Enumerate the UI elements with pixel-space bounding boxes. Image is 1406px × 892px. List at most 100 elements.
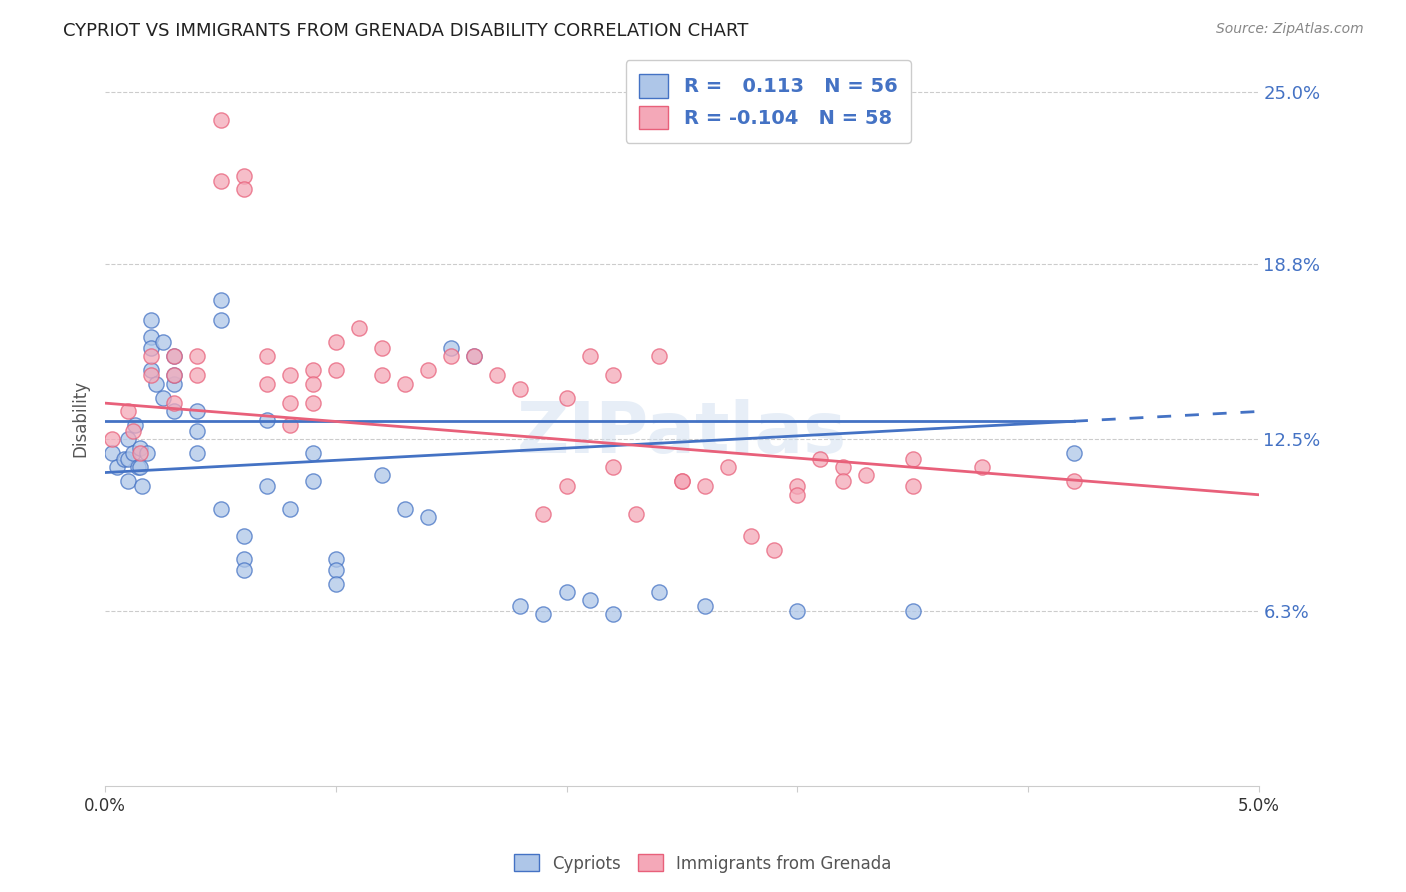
Point: [163, 376, 186, 391]
Text: ZIPatlas: ZIPatlas: [517, 399, 846, 467]
Point: [693, 479, 716, 493]
Point: [186, 368, 208, 383]
Point: [163, 368, 186, 383]
Point: [648, 349, 671, 363]
Point: [418, 510, 440, 524]
Point: [855, 468, 877, 483]
Point: [671, 474, 693, 488]
Point: [278, 501, 301, 516]
Point: [117, 451, 139, 466]
Point: [141, 363, 163, 377]
Point: [131, 479, 153, 493]
Point: [141, 368, 163, 383]
Point: [440, 349, 463, 363]
Point: [786, 604, 808, 618]
Point: [325, 363, 347, 377]
Point: [624, 507, 647, 521]
Point: [186, 446, 208, 460]
Point: [101, 432, 124, 446]
Point: [533, 507, 555, 521]
Point: [163, 404, 186, 418]
Point: [901, 451, 924, 466]
Point: [371, 341, 394, 355]
Point: [128, 446, 150, 460]
Point: [325, 335, 347, 350]
Point: [832, 460, 855, 475]
Point: [970, 460, 993, 475]
Legend: Cypriots, Immigrants from Grenada: Cypriots, Immigrants from Grenada: [508, 847, 898, 880]
Point: [740, 529, 762, 543]
Point: [555, 479, 578, 493]
Point: [832, 474, 855, 488]
Y-axis label: Disability: Disability: [72, 380, 89, 457]
Point: [256, 349, 278, 363]
Point: [901, 604, 924, 618]
Point: [232, 551, 254, 566]
Point: [209, 174, 232, 188]
Point: [418, 363, 440, 377]
Point: [145, 376, 167, 391]
Point: [117, 432, 139, 446]
Point: [141, 341, 163, 355]
Point: [301, 363, 323, 377]
Point: [555, 391, 578, 405]
Point: [135, 446, 157, 460]
Text: Source: ZipAtlas.com: Source: ZipAtlas.com: [1216, 22, 1364, 37]
Point: [301, 446, 323, 460]
Point: [105, 460, 128, 475]
Point: [602, 607, 624, 621]
Point: [256, 376, 278, 391]
Point: [602, 460, 624, 475]
Point: [209, 313, 232, 327]
Point: [717, 460, 740, 475]
Point: [256, 479, 278, 493]
Point: [209, 113, 232, 128]
Point: [901, 479, 924, 493]
Point: [578, 349, 600, 363]
Point: [786, 479, 808, 493]
Point: [152, 335, 174, 350]
Point: [101, 446, 124, 460]
Point: [648, 585, 671, 599]
Point: [163, 368, 186, 383]
Point: [301, 376, 323, 391]
Point: [394, 376, 416, 391]
Point: [232, 169, 254, 183]
Point: [693, 599, 716, 613]
Point: [186, 424, 208, 438]
Point: [117, 474, 139, 488]
Point: [278, 396, 301, 410]
Point: [186, 349, 208, 363]
Point: [163, 396, 186, 410]
Point: [555, 585, 578, 599]
Point: [152, 391, 174, 405]
Point: [347, 321, 370, 335]
Legend: R =   0.113   N = 56, R = -0.104   N = 58: R = 0.113 N = 56, R = -0.104 N = 58: [626, 61, 911, 143]
Point: [128, 441, 150, 455]
Point: [371, 368, 394, 383]
Point: [325, 576, 347, 591]
Point: [141, 313, 163, 327]
Point: [128, 460, 150, 475]
Point: [232, 563, 254, 577]
Point: [602, 368, 624, 383]
Point: [163, 349, 186, 363]
Point: [232, 182, 254, 196]
Point: [278, 418, 301, 433]
Point: [301, 474, 323, 488]
Point: [124, 418, 146, 433]
Point: [186, 404, 208, 418]
Point: [112, 451, 135, 466]
Point: [463, 349, 485, 363]
Point: [394, 501, 416, 516]
Point: [671, 474, 693, 488]
Point: [325, 563, 347, 577]
Point: [509, 599, 531, 613]
Point: [127, 460, 149, 475]
Point: [232, 529, 254, 543]
Point: [278, 368, 301, 383]
Point: [463, 349, 485, 363]
Point: [122, 446, 145, 460]
Point: [209, 293, 232, 308]
Text: CYPRIOT VS IMMIGRANTS FROM GRENADA DISABILITY CORRELATION CHART: CYPRIOT VS IMMIGRANTS FROM GRENADA DISAB…: [63, 22, 748, 40]
